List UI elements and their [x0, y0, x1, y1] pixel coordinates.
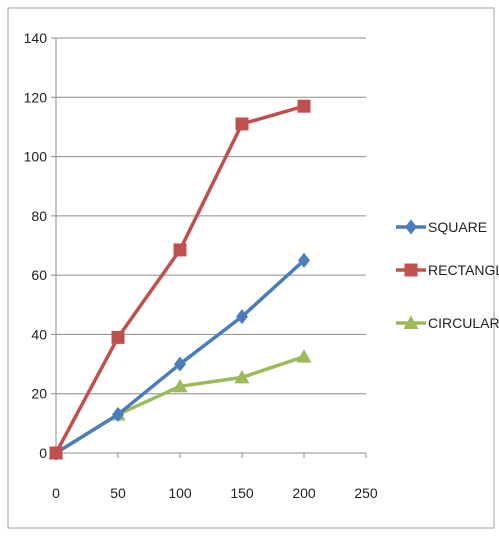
x-tick-label: 50 [110, 485, 126, 501]
data-point-circular [296, 349, 312, 363]
data-point-rectangle [173, 243, 187, 257]
y-tick-label: 20 [31, 386, 47, 402]
y-tick-label: 40 [31, 326, 47, 342]
x-tick-label: 100 [168, 485, 192, 501]
legend-label-circular: CIRCULAR [428, 315, 499, 331]
legend-item-rectangle: RECTANGLE [396, 262, 499, 278]
y-tick-label: 60 [31, 267, 47, 283]
legend: SQUARE RECTANGLE CIRCULAR [396, 219, 499, 331]
data-point-rectangle [49, 446, 63, 460]
legend-item-square: SQUARE [396, 219, 487, 235]
legend-label-square: SQUARE [428, 219, 487, 235]
y-tick-label: 0 [39, 445, 47, 461]
x-tick-label: 200 [292, 485, 316, 501]
legend-marker-square [405, 219, 417, 235]
data-point-rectangle [297, 99, 311, 113]
x-tick-label: 0 [52, 485, 60, 501]
gridlines [56, 37, 366, 395]
legend-marker-circular [403, 315, 419, 329]
data-point-circular [234, 369, 250, 384]
data-point-rectangle [235, 117, 249, 131]
data-point-square [236, 309, 248, 325]
data-point-square [298, 252, 310, 268]
data-point-circular [172, 378, 188, 393]
legend-item-circular: CIRCULAR [396, 315, 499, 331]
legend-marker-rectangle [404, 263, 418, 277]
chart-border [7, 7, 495, 529]
legend-label-rectangle: RECTANGLE [428, 262, 499, 278]
data-point-rectangle [111, 330, 125, 344]
series-line-rectangle [54, 104, 305, 454]
x-tick-label: 250 [354, 485, 378, 501]
y-axis-ticks: 0 20 40 60 80 100 120 140 [24, 30, 56, 461]
axes [55, 38, 366, 454]
x-axis-ticks: 0 50 100 150 200 250 [52, 453, 378, 501]
y-tick-label: 80 [31, 208, 47, 224]
x-tick-label: 150 [230, 485, 254, 501]
data-point-square [112, 406, 124, 422]
y-tick-label: 100 [24, 149, 48, 165]
y-tick-label: 120 [24, 89, 48, 105]
series-rectangle [49, 99, 311, 460]
series-square [50, 252, 310, 461]
series-group [48, 99, 312, 461]
data-point-square [174, 356, 186, 372]
y-tick-label: 140 [24, 30, 48, 46]
